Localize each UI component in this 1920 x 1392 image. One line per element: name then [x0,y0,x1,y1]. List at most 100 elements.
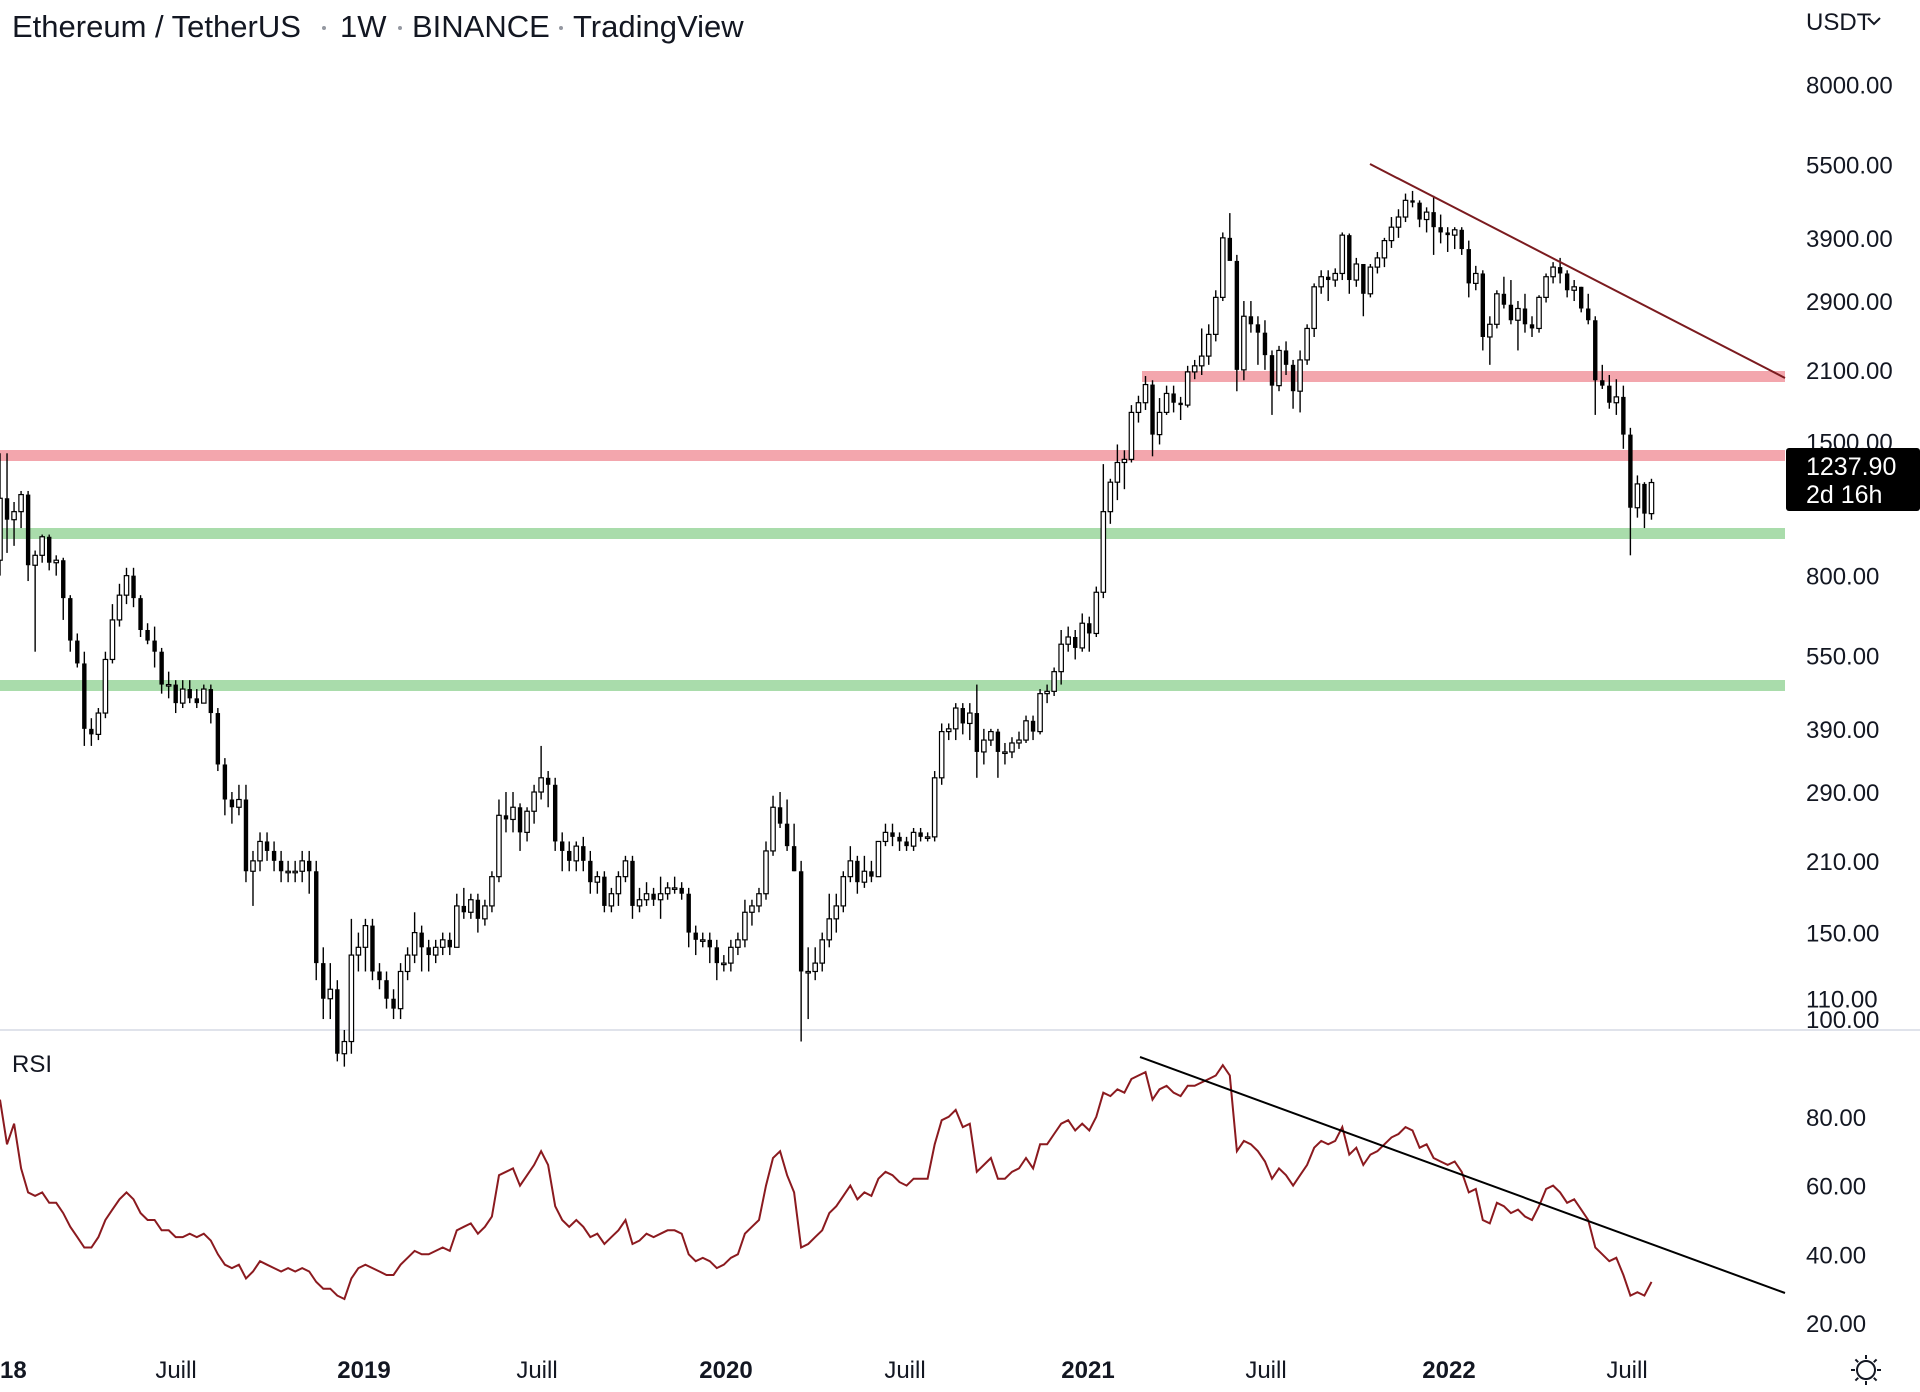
currency-label[interactable]: USDT [1806,9,1872,36]
rsi-trendline[interactable] [1139,1056,1786,1294]
candle-body [25,494,31,566]
candle [1163,385,1170,415]
candle [798,860,804,1042]
candle [278,850,284,883]
candle [882,823,889,847]
candle-body [1431,212,1436,228]
exchange-label: BINANCE [412,9,550,44]
candle-body [292,870,298,874]
candle [1522,293,1528,333]
candle-body [341,1040,348,1055]
candle [1642,482,1647,529]
candle-body [1347,235,1352,281]
candle [503,792,509,833]
candle [784,799,790,851]
candle-body [988,731,994,741]
candle-body [938,731,945,779]
interval-label[interactable]: 1W [340,9,387,44]
candle [1079,613,1086,652]
candle-body [1044,690,1050,695]
candle-body [1515,307,1521,321]
candle [1030,715,1036,741]
candle-body [131,575,136,599]
candle-body [798,871,804,972]
candle [215,708,221,772]
candle [1571,280,1577,302]
candle [264,832,270,861]
price-scale[interactable]: 8000.005500.003900.002900.002100.001500.… [1806,73,1893,1034]
candle [95,708,102,741]
price-tick-label: 210.00 [1806,849,1879,876]
candle-body [770,806,776,852]
candle-body [327,988,334,1000]
candle [1472,265,1479,291]
candle [39,534,45,563]
candle [664,882,671,900]
candle-body [138,598,143,630]
gear-icon[interactable] [1851,1355,1881,1385]
support-zone-1[interactable] [0,528,1785,539]
candle-body [447,939,452,948]
rsi-scale[interactable]: 80.00 60.00 40.00 20.00 [1806,1105,1866,1338]
candle [1628,427,1633,556]
candle [693,925,698,956]
candle-body [960,708,965,724]
separator-dot [559,26,563,30]
candle-body [1311,286,1317,330]
candle [1297,350,1303,413]
candle [348,918,355,1054]
candle [200,684,207,704]
time-axis[interactable]: 18 Juill 2019 Juill 2020 Juill 2021 Juill 2022 Ju… [0,1357,1648,1384]
currency-selector[interactable]: USDT [1806,9,1881,36]
candle-body [1297,359,1303,392]
support-zone-2[interactable] [0,680,1785,691]
candle [307,850,312,894]
candle-body [1304,327,1310,361]
candle [805,947,811,1020]
price-pane[interactable] [0,163,1920,1067]
candle-body [1445,232,1450,236]
price-tick-label: 390.00 [1806,717,1879,744]
candle [875,840,882,878]
resistance-zone-1[interactable] [0,450,1785,461]
candle [1347,233,1352,294]
candle-body [861,870,868,883]
candle [489,871,495,913]
candle-body [1198,355,1205,367]
candle-body [573,845,580,862]
candle [910,827,917,851]
candle-body [468,899,474,913]
candle-body [1121,458,1128,464]
candle-body [1255,324,1261,333]
price-tick-label: 2100.00 [1806,358,1893,385]
candle [749,899,755,926]
candle-body [1079,622,1086,649]
candle-body [855,860,860,883]
candle-body [1487,323,1493,338]
price-trendline[interactable] [1369,163,1786,379]
candle [362,918,369,972]
chevron-down-icon[interactable] [1867,17,1881,26]
resistance-zone-2[interactable] [1142,371,1785,382]
candle [496,799,502,883]
candle [1480,270,1486,351]
candle-body [1621,396,1626,435]
candle [699,932,706,948]
candle-body [560,841,565,851]
candle-body [432,946,439,956]
rsi-pane[interactable]: RSI [0,1051,1786,1301]
candle-body [116,594,123,621]
candle-body [307,860,312,872]
candle-body [475,899,481,919]
candle-body [377,971,382,981]
symbol-name[interactable]: Ethereum / TetherUS [12,9,301,44]
candle-body [517,807,523,833]
candle-body [686,893,691,933]
candle-body [1058,643,1064,673]
candle-body [1472,272,1479,284]
candle [567,841,572,872]
candle-body [1107,481,1114,513]
candle [321,947,326,1020]
candle-body [1571,286,1577,291]
